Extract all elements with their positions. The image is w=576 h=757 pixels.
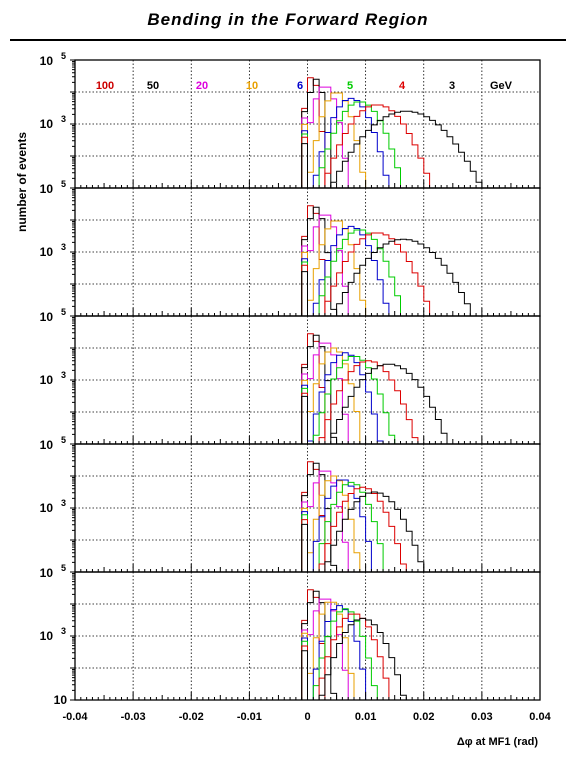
chart-title: Bending in the Forward Region bbox=[147, 10, 428, 29]
x-tick-label: -0.04 bbox=[62, 711, 88, 723]
x-axis-label: Δφ at MF1 (rad) bbox=[457, 736, 539, 748]
panel-2: 10 5 10 3 bbox=[40, 179, 541, 317]
plot-area: 10 5 10 3 10 5 10 3 10 5 10 3 10 5 10 3 10 5 10 3 10 -0.04 -0.… bbox=[40, 51, 552, 723]
y-tick-exponent: 5 bbox=[61, 563, 66, 573]
x-tick-label: -0.02 bbox=[179, 711, 204, 723]
y-tick-label: 10 bbox=[40, 117, 54, 131]
y-tick-exponent: 5 bbox=[61, 307, 66, 317]
legend-label-5: 5 bbox=[347, 80, 353, 92]
y-tick-label: 10 bbox=[40, 438, 54, 452]
y-tick-label: 10 bbox=[40, 182, 54, 196]
x-tick-label: -0.03 bbox=[121, 711, 146, 723]
histogram-10-gev bbox=[301, 475, 361, 572]
y-tick-exponent: 3 bbox=[61, 498, 66, 508]
legend-label-3: 3 bbox=[449, 80, 455, 92]
histogram-10-gev bbox=[301, 347, 361, 444]
y-tick-exponent: 3 bbox=[61, 242, 66, 252]
legend-label-10: 10 bbox=[246, 80, 258, 92]
panel-4: 10 5 10 3 bbox=[40, 435, 541, 573]
histogram-3-gev bbox=[301, 238, 471, 316]
y-tick-exponent: 3 bbox=[61, 114, 66, 124]
panel-3: 10 5 10 3 bbox=[40, 307, 541, 445]
y-tick-label: 10 bbox=[40, 501, 54, 515]
x-tick-label: 0 bbox=[304, 711, 310, 723]
histogram-3-gev bbox=[301, 110, 483, 188]
histogram-50-gev bbox=[301, 590, 338, 700]
histogram-10-gev bbox=[301, 92, 367, 188]
legend-label-20: 20 bbox=[196, 80, 208, 92]
legend-label-4: 4 bbox=[399, 80, 406, 92]
x-tick-label: 0.02 bbox=[413, 711, 434, 723]
y-tick-label: 10 bbox=[40, 310, 54, 324]
y-tick-exponent: 3 bbox=[61, 370, 66, 380]
y-tick-label: 10 bbox=[40, 245, 54, 259]
histogram-50-gev bbox=[301, 334, 338, 444]
y-tick-label: 10 bbox=[40, 54, 54, 68]
histogram-3-gev bbox=[301, 617, 407, 700]
x-tick-label: 0.01 bbox=[355, 711, 376, 723]
y-axis-label: number of events bbox=[15, 132, 29, 232]
y-tick-label: 10 bbox=[40, 373, 54, 387]
panel-5: 10 5 10 3 10 bbox=[40, 563, 541, 707]
legend-label-100: 100 bbox=[96, 80, 114, 92]
panel-1: 10 5 10 3 bbox=[40, 51, 541, 189]
histogram-20-gev bbox=[301, 470, 349, 572]
x-tick-label: -0.01 bbox=[237, 711, 262, 723]
x-tick-label: 0.04 bbox=[529, 711, 551, 723]
histogram-4-gev bbox=[301, 613, 390, 700]
legend-label-6: 6 bbox=[297, 80, 303, 92]
y-tick-exponent: 5 bbox=[61, 435, 66, 445]
legend-label-50: 50 bbox=[147, 80, 159, 92]
y-tick-label: 10 bbox=[54, 693, 68, 707]
histogram-3-gev bbox=[301, 363, 448, 444]
y-tick-exponent: 3 bbox=[61, 626, 66, 636]
histogram-6-gev bbox=[301, 352, 384, 444]
histogram-10-gev bbox=[301, 601, 355, 700]
y-tick-exponent: 5 bbox=[61, 179, 66, 189]
x-tick-label: 0.03 bbox=[471, 711, 492, 723]
histogram-10-gev bbox=[301, 220, 367, 316]
y-tick-exponent: 5 bbox=[61, 51, 66, 61]
y-tick-label: 10 bbox=[40, 629, 54, 643]
legend-unit: GeV bbox=[490, 80, 513, 92]
histogram-3-gev bbox=[301, 491, 425, 572]
y-tick-label: 10 bbox=[40, 566, 54, 580]
